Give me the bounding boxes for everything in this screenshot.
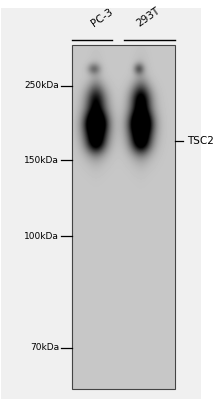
Text: TSC2: TSC2 <box>187 136 214 146</box>
FancyBboxPatch shape <box>72 45 175 389</box>
Text: 70kDa: 70kDa <box>30 343 59 352</box>
Text: 293T: 293T <box>135 6 162 29</box>
Text: PC-3: PC-3 <box>89 7 115 29</box>
Text: 250kDa: 250kDa <box>24 81 59 90</box>
Text: 100kDa: 100kDa <box>24 232 59 241</box>
Text: 150kDa: 150kDa <box>24 156 59 165</box>
